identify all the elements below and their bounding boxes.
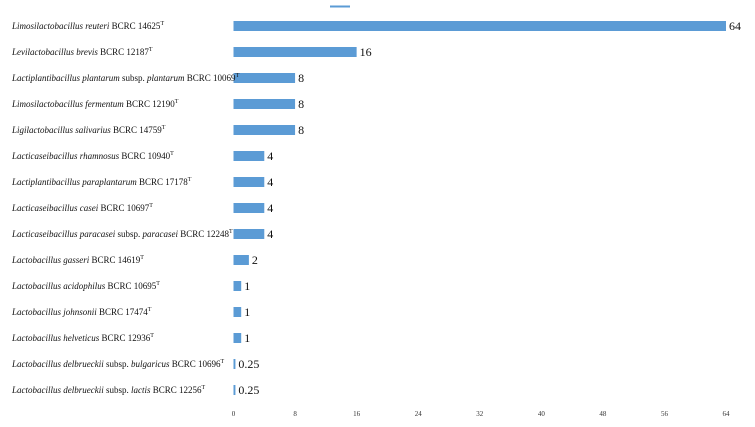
category-label: Lactobacillus gasseri BCRC 14619T: [11, 255, 144, 265]
value-label: 0.25: [238, 383, 259, 397]
category-label: Lactobacillus helveticus BCRC 12936T: [11, 333, 154, 343]
value-label: 8: [298, 71, 304, 85]
x-tick-label: 56: [661, 410, 669, 418]
bars-group: [233, 21, 726, 395]
x-tick-label: 32: [476, 410, 484, 418]
category-label: Ligilactobacillus salivarius BCRC 14759T: [11, 125, 166, 135]
category-label: Lactobacillus acidophilus BCRC 10695T: [11, 281, 160, 291]
x-axis-ticks: 0 8 16 24 32 40 48 56 64: [232, 410, 730, 418]
value-label: 1: [244, 279, 250, 293]
x-tick-label: 0: [232, 410, 236, 418]
value-label: 4: [267, 149, 273, 163]
x-tick-label: 40: [538, 410, 546, 418]
bar: [233, 73, 296, 83]
bar: [233, 151, 265, 161]
x-tick-label: 24: [415, 410, 423, 418]
value-label: 2: [252, 253, 258, 267]
bar: [233, 99, 296, 109]
category-label: Lactobacillus delbrueckii subsp. lactis …: [11, 385, 206, 395]
value-label: 0.25: [238, 357, 259, 371]
bar: [233, 203, 265, 213]
value-label: 8: [298, 123, 304, 137]
bar: [233, 333, 242, 343]
category-label: Lacticaseibacillus rhamnosus BCRC 10940T: [11, 151, 174, 161]
category-label: Lactobacillus johnsonii BCRC 17474T: [11, 307, 152, 317]
bar: [233, 307, 242, 317]
bar: [233, 21, 726, 31]
bar: [233, 359, 236, 369]
category-label: Lacticaseibacillus paracasei subsp. para…: [11, 229, 233, 239]
category-label: Levilactobacillus brevis BCRC 12187T: [11, 47, 153, 57]
value-label: 4: [267, 201, 273, 215]
value-label: 1: [244, 331, 250, 345]
category-label: Limosilactobacillus fermentum BCRC 12190…: [11, 99, 179, 109]
value-label: 4: [267, 175, 273, 189]
value-label: 4: [267, 227, 273, 241]
bar: [233, 125, 296, 135]
bar: [233, 385, 236, 395]
bar: [233, 177, 265, 187]
bar: [233, 255, 249, 265]
x-tick-label: 48: [599, 410, 607, 418]
category-label: Limosilactobacillus reuteri BCRC 14625T: [11, 21, 164, 31]
value-label: 8: [298, 97, 304, 111]
x-tick-label: 16: [353, 410, 361, 418]
category-labels-group: Limosilactobacillus reuteri BCRC 14625T L…: [11, 21, 240, 395]
value-label: 1: [244, 305, 250, 319]
category-label: Lactiplantibacillus paraplantarum BCRC 1…: [11, 177, 192, 187]
bar: [233, 47, 357, 57]
x-tick-label: 8: [293, 410, 297, 418]
value-label: 16: [360, 45, 372, 59]
bar: [233, 281, 242, 291]
bar: [233, 229, 265, 239]
category-label: Lactobacillus delbrueckii subsp. bulgari…: [11, 359, 225, 369]
x-tick-label: 64: [723, 410, 731, 418]
category-label: Lactiplantibacillus plantarum subsp. pla…: [11, 73, 240, 83]
value-label: 64: [729, 19, 741, 33]
category-label: Lacticaseibacillus casei BCRC 10697T: [11, 203, 153, 213]
